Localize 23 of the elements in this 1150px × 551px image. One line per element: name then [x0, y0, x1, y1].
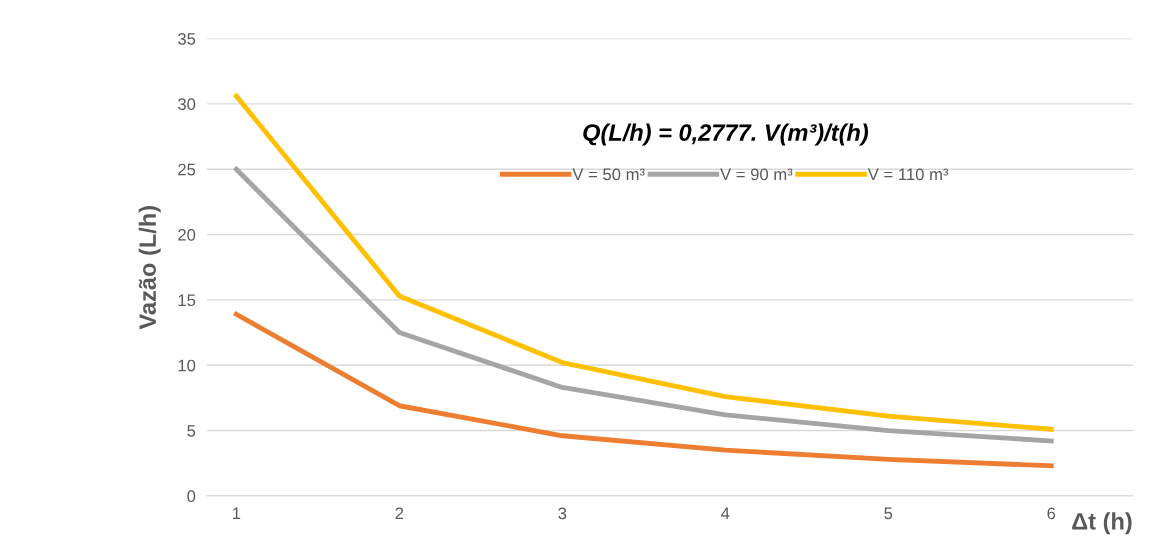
x-tick-label: 5 [884, 507, 893, 520]
y-tick-label: 10 [178, 359, 196, 372]
x-tick-label: 3 [558, 507, 567, 520]
x-axis-title: Δt (h) [1072, 512, 1132, 535]
line-series [233, 93, 1054, 432]
y-tick-label: 15 [178, 294, 196, 307]
x-tick-label: 1 [232, 507, 241, 520]
y-tick-label: 25 [178, 163, 196, 176]
line-series [233, 166, 1054, 444]
y-tick-label: 5 [187, 425, 196, 437]
legend-label: V = 50 m³ [572, 168, 645, 181]
x-tick-label: 6 [1047, 507, 1056, 520]
legend-label: V = 110 m³ [867, 168, 949, 181]
x-tick-label: 4 [721, 507, 730, 520]
line-series [233, 311, 1054, 469]
y-tick-label: 35 [177, 32, 196, 45]
x-tick-label: 2 [395, 507, 404, 520]
y-tick-label: 30 [177, 98, 196, 111]
y-axis-title: Vazão (L/h) [138, 206, 161, 330]
y-tick-label: 0 [187, 490, 196, 503]
y-tick-label: 20 [178, 228, 196, 241]
legend-label: V = 90 m³ [720, 168, 793, 181]
text: Q(L/h) = 0,2777. V(m³)/t(h) [583, 123, 869, 146]
